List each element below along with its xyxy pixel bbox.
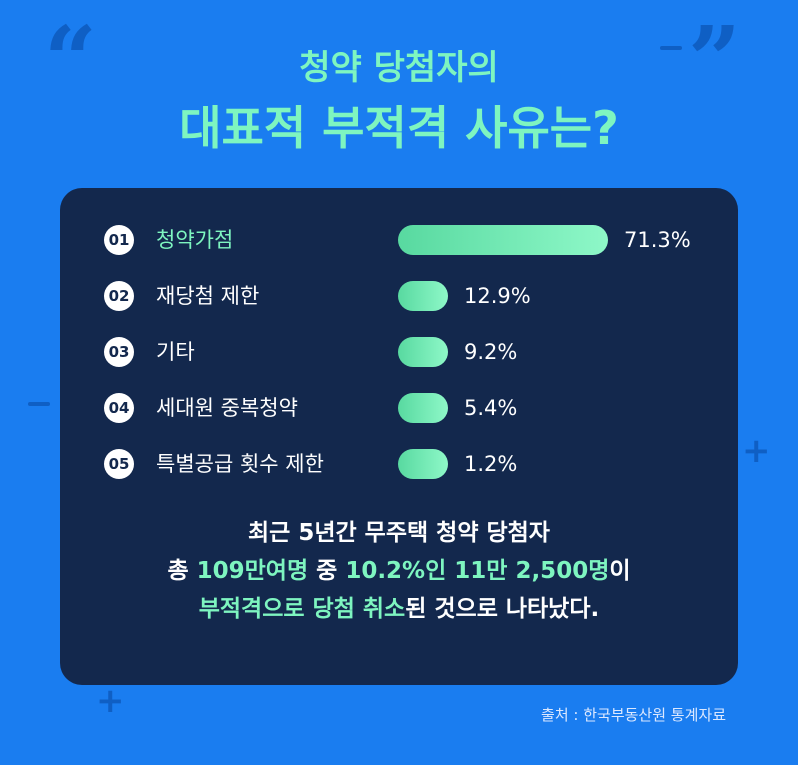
value-label: 5.4% xyxy=(464,396,518,420)
chart-row: 05 특별공급 횟수 제한 1.2% xyxy=(60,444,738,484)
highlighted-text: 부적격으로 당첨 취소 xyxy=(198,596,406,622)
value-label: 9.2% xyxy=(464,340,518,364)
dash-decoration xyxy=(28,402,50,406)
summary-text: 총 xyxy=(167,558,197,584)
title-line-1: 청약 당첨자의 xyxy=(299,48,499,88)
rank-badge: 02 xyxy=(104,281,134,311)
highlighted-text: 10.2%인 11만 2,500명 xyxy=(345,558,610,584)
rank-badge: 05 xyxy=(104,449,134,479)
chart-row: 04 세대원 중복청약 5.4% xyxy=(60,388,738,428)
plus-decoration-icon: + xyxy=(742,431,771,471)
highlighted-text: 109만여명 xyxy=(196,558,309,584)
summary-text: 된 것으로 나타났다. xyxy=(405,596,600,622)
dash-decoration xyxy=(660,46,682,50)
category-label: 특별공급 횟수 제한 xyxy=(156,452,324,476)
category-label: 청약가점 xyxy=(156,228,234,252)
open-quote-icon: “ xyxy=(44,6,97,114)
source-note: 출처 : 한국부동산원 통계자료 xyxy=(541,706,726,724)
bar xyxy=(398,449,448,479)
summary-line-3: 부적격으로 당첨 취소된 것으로 나타났다. xyxy=(60,590,738,628)
chart-row: 03 기타 9.2% xyxy=(60,332,738,372)
chart-row: 01 청약가점 71.3% xyxy=(60,220,738,260)
plus-decoration-icon: + xyxy=(96,681,125,721)
value-label: 71.3% xyxy=(624,228,691,252)
bar xyxy=(398,281,448,311)
close-quote-icon: ” xyxy=(688,6,741,114)
category-label: 재당첨 제한 xyxy=(156,284,260,308)
rank-badge: 04 xyxy=(104,393,134,423)
rank-badge: 03 xyxy=(104,337,134,367)
value-label: 12.9% xyxy=(464,284,531,308)
summary-text: 이 xyxy=(609,558,631,584)
summary-line-1: 최근 5년간 무주택 청약 당첨자 xyxy=(248,520,550,546)
rank-badge: 01 xyxy=(104,225,134,255)
summary-line-2: 총 109만여명 중 10.2%인 11만 2,500명이 xyxy=(60,552,738,590)
bar xyxy=(398,337,448,367)
title-line-2: 대표적 부적격 사유는? xyxy=(179,101,619,155)
chart-row: 02 재당첨 제한 12.9% xyxy=(60,276,738,316)
summary-text: 중 xyxy=(308,558,346,584)
bar xyxy=(398,393,448,423)
category-label: 기타 xyxy=(156,340,195,364)
value-label: 1.2% xyxy=(464,452,518,476)
bar xyxy=(398,225,608,255)
category-label: 세대원 중복청약 xyxy=(156,396,298,420)
chart-panel: 01 청약가점 71.3% 02 재당첨 제한 12.9% 03 기타 9.2% 04 세대원 중복… xyxy=(60,188,738,685)
